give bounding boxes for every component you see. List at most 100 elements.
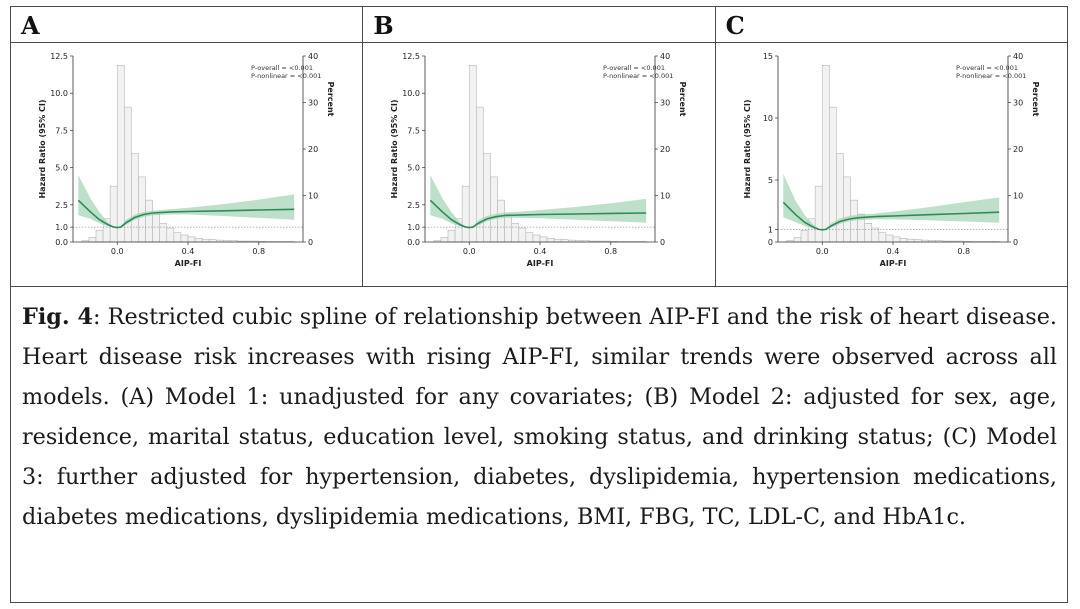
y-tick-label: 5 (768, 176, 773, 185)
histogram-bar (906, 238, 915, 243)
spline-line (430, 199, 647, 229)
y2-tick-label: 10 (308, 192, 318, 201)
y2-tick-label: 30 (308, 99, 318, 108)
y-tick-label: 12.5 (50, 52, 68, 61)
y-tick-label: 2.5 (55, 201, 68, 210)
y2-tick-label: 20 (1013, 145, 1023, 154)
histogram-bar (138, 176, 146, 243)
histogram-bar (462, 185, 470, 243)
x-tick-label: 0.0 (816, 247, 829, 256)
histogram-bar (554, 238, 562, 243)
histogram-bar (180, 234, 189, 243)
histogram-bar (88, 237, 97, 243)
histogram-bar (835, 153, 844, 243)
y-tick-label: 10.0 (403, 89, 421, 98)
histogram-bar (842, 176, 851, 243)
p-value-annotation: P-overall = <0.001 (603, 64, 665, 72)
histogram-bar (109, 185, 118, 243)
histogram-bar (187, 236, 196, 243)
histogram-bar (540, 236, 548, 243)
y-axis-label: Hazard Ratio (95% CI) (743, 99, 752, 198)
x-tick-label: 0.8 (252, 247, 265, 256)
caption-fig-label: Fig. 4 (22, 304, 93, 330)
histogram-bar (490, 176, 499, 243)
histogram-bar (878, 232, 886, 243)
y2-tick-label: 10 (660, 192, 670, 201)
y-tick-label: 5.0 (55, 164, 68, 173)
ci-band (782, 173, 999, 231)
chart-b: 0.0 1.0 2.5 5.0 7.5 10.0 12.5 0 10 20 30 40 0.0 0.4 0.… (390, 52, 687, 268)
histogram-bar (899, 237, 908, 243)
y2-tick-label: 20 (660, 145, 670, 154)
y2-tick-label: 40 (308, 52, 318, 61)
histogram-bar (497, 199, 506, 243)
figure-caption: Fig. 4: Restricted cubic spline of relat… (11, 286, 1067, 602)
histogram-bar (152, 213, 160, 243)
histogram-bar (116, 64, 125, 243)
figure: A 0.0 1.0 2.5 5.0 7.5 10.0 12.5 0 10 20 30 40 0.0 0.4… (10, 6, 1068, 603)
histogram-bar (173, 232, 182, 243)
x-tick-label: 0.8 (605, 247, 618, 256)
histogram-bar (885, 234, 893, 243)
y2-tick-label: 30 (1013, 99, 1023, 108)
p-value-annotation: P-nonlinear = <0.001 (251, 72, 321, 80)
x-axis-label: AIP-FI (527, 259, 554, 268)
panel-c: C 0 1 5 10 15 0 10 20 30 40 0.0 0.4 0.8 AIP-FI Hazard … (715, 7, 1067, 286)
y-tick-label: 1.0 (55, 223, 68, 232)
y-tick-label: 0.0 (408, 238, 421, 247)
y-tick-label: 0 (768, 238, 773, 247)
spline-line (782, 201, 999, 231)
y2-tick-label: 0 (1013, 238, 1018, 247)
histogram-bar (201, 238, 210, 243)
panel-a: A 0.0 1.0 2.5 5.0 7.5 10.0 12.5 0 10 20 30 40 0.0 0.4… (11, 7, 364, 286)
p-value-annotation: P-overall = <0.001 (251, 64, 313, 72)
y-axis-label: Hazard Ratio (95% CI) (38, 99, 47, 198)
y2-tick-label: 40 (1013, 52, 1023, 61)
x-tick-label: 0.0 (463, 247, 476, 256)
y-tick-label: 7.5 (55, 126, 68, 135)
y2-tick-label: 10 (1013, 192, 1023, 201)
histogram-bar (145, 199, 153, 243)
panel-letter: C (715, 7, 1067, 43)
y-tick-label: 15 (762, 52, 772, 61)
histogram-bar (525, 232, 534, 243)
histogram-bar (504, 213, 513, 243)
histogram-bar (532, 234, 541, 243)
histogram-bar (793, 237, 801, 243)
histogram-bar (194, 237, 203, 243)
p-value-annotation: P-nonlinear = <0.001 (956, 72, 1026, 80)
chart-a: 0.0 1.0 2.5 5.0 7.5 10.0 12.5 0 10 20 30 40 0.0 0.4 0.… (38, 52, 335, 268)
histogram-bar (547, 237, 555, 243)
histogram-bar (814, 185, 823, 243)
y2-tick-label: 0 (308, 238, 313, 247)
y2-axis-label: Percent (1031, 82, 1040, 117)
histogram-bar (892, 236, 901, 243)
histogram-bar (821, 64, 830, 243)
histogram-bar (518, 227, 527, 243)
ci-band (78, 175, 295, 228)
panel-letter: A (11, 7, 363, 43)
y2-axis-label: Percent (326, 82, 335, 117)
histogram-bar (440, 237, 449, 243)
y-tick-label: 7.5 (408, 126, 421, 135)
y-tick-label: 1 (768, 226, 773, 235)
spline-line (77, 199, 295, 229)
histogram-bar (131, 153, 139, 243)
caption-text: : Restricted cubic spline of relationshi… (22, 304, 1057, 530)
panel-letter: B (363, 7, 715, 43)
panels-row: A 0.0 1.0 2.5 5.0 7.5 10.0 12.5 0 10 20 30 40 0.0 0.4… (11, 7, 1067, 286)
histogram-bar (800, 230, 809, 243)
histogram-bar (864, 223, 872, 243)
histogram-bar (511, 223, 520, 243)
ci-band (430, 175, 647, 228)
x-axis-label: AIP-FI (175, 259, 202, 268)
y2-axis-label: Percent (678, 82, 687, 117)
y-tick-label: 12.5 (403, 52, 421, 61)
histogram-bar (166, 227, 175, 243)
y-tick-label: 10.0 (50, 89, 68, 98)
histogram-bar (95, 230, 104, 243)
p-value-annotation: P-overall = <0.001 (956, 64, 1018, 72)
y2-tick-label: 0 (660, 238, 665, 247)
x-tick-label: 0.4 (182, 247, 195, 256)
